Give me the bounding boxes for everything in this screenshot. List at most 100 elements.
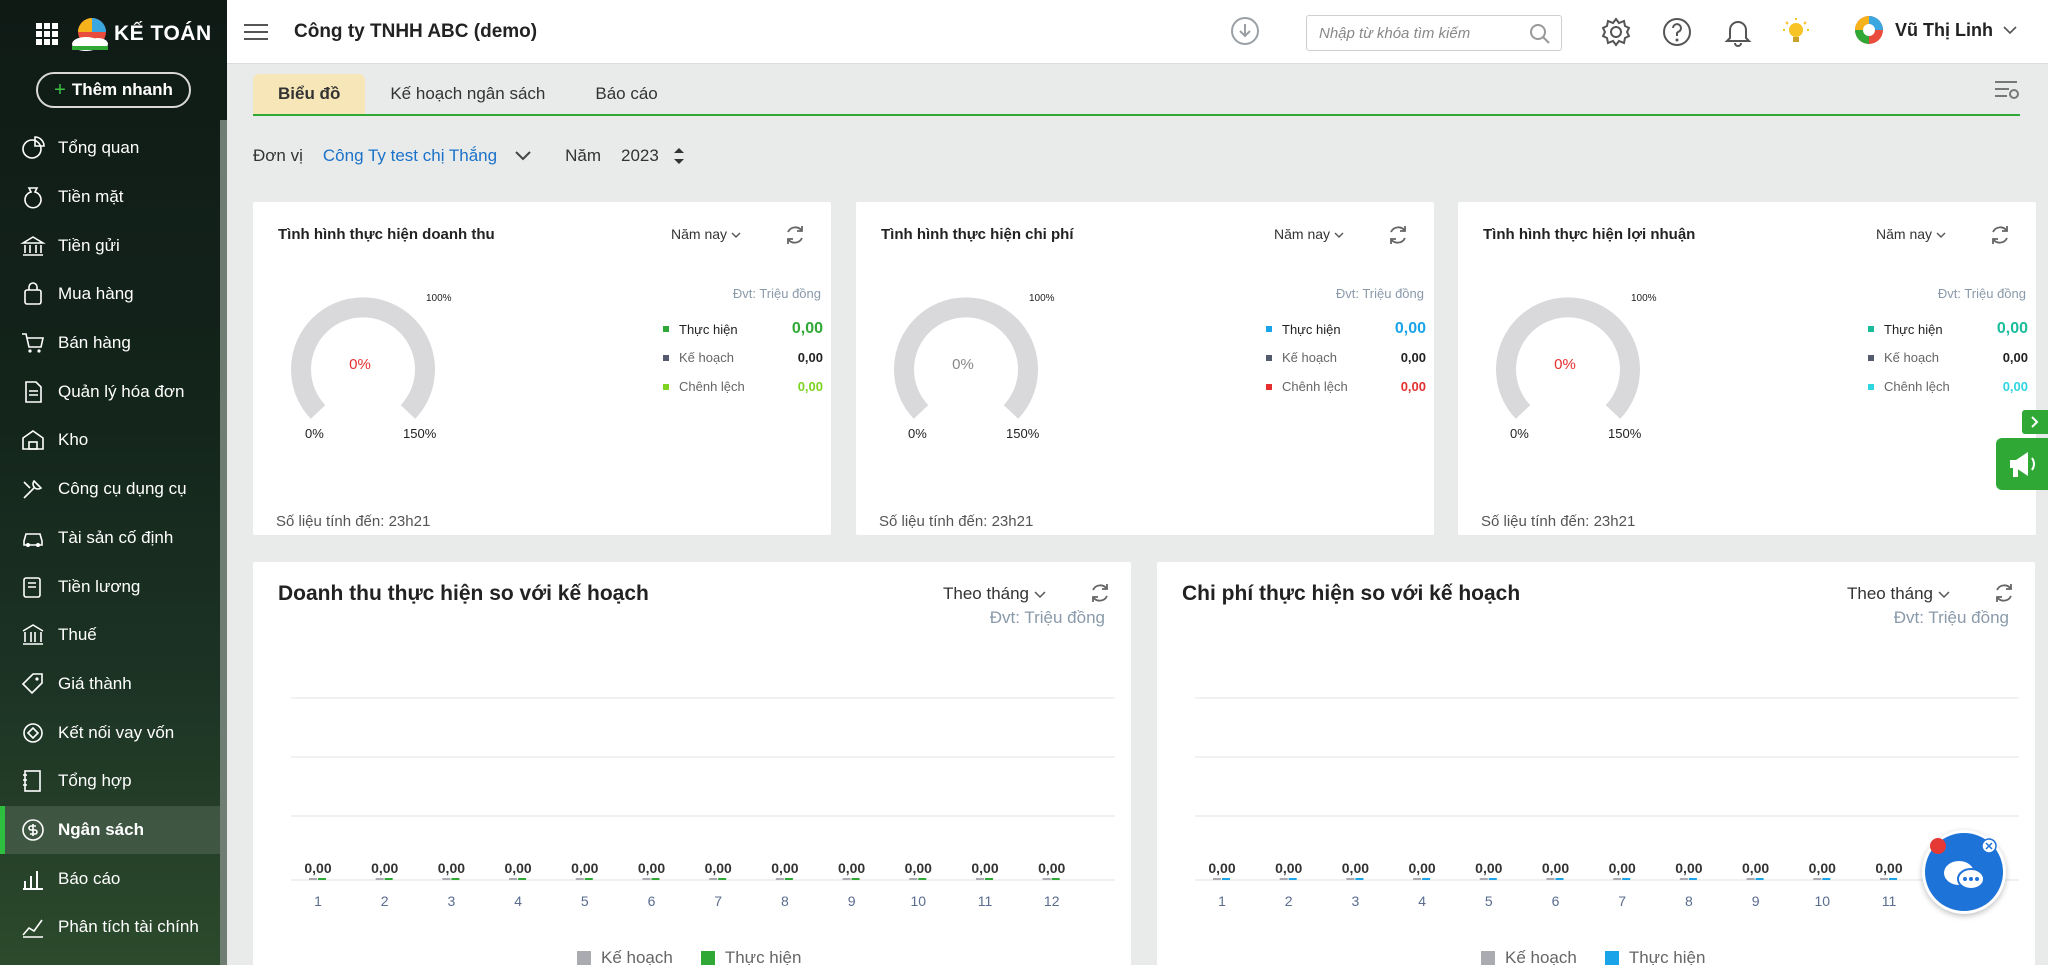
refresh-icon[interactable] [1385, 222, 1411, 248]
chevron-down-icon[interactable] [515, 151, 531, 161]
bar-ke-hoach[interactable] [709, 878, 718, 880]
bar-ke-hoach[interactable] [1042, 878, 1051, 880]
bar-ke-hoach[interactable] [1746, 878, 1755, 880]
refresh-icon[interactable] [1087, 580, 1113, 606]
bar-ke-hoach[interactable] [375, 878, 384, 880]
sidebar-item-6[interactable]: Quản lý hóa đơn [0, 367, 220, 416]
company-name[interactable]: Công ty TNHH ABC (demo) [294, 20, 538, 42]
bar-thuc-hien[interactable] [1051, 878, 1060, 880]
bar-thuc-hien[interactable] [651, 878, 660, 880]
bar-ke-hoach[interactable] [1813, 878, 1822, 880]
bar-thuc-hien[interactable] [1355, 878, 1364, 880]
bar-ke-hoach[interactable] [309, 878, 317, 880]
refresh-icon[interactable] [1991, 580, 2017, 606]
bar-thuc-hien[interactable] [1889, 878, 1897, 880]
sidebar-item-9[interactable]: Tài sản cố định [0, 514, 220, 563]
period-select[interactable]: Năm nay [1876, 226, 1946, 242]
search-input[interactable]: Nhập từ khóa tìm kiếm [1306, 15, 1562, 51]
bar-ke-hoach[interactable] [1479, 878, 1488, 880]
bar-thuc-hien[interactable] [1222, 878, 1230, 880]
sidebar-scrollbar[interactable] [220, 120, 227, 965]
bar-ke-hoach[interactable] [842, 878, 851, 880]
bar-thuc-hien[interactable] [1488, 878, 1497, 880]
bar-thuc-hien[interactable] [784, 878, 793, 880]
bar-ke-hoach[interactable] [1413, 878, 1422, 880]
bar-thuc-hien[interactable] [584, 878, 593, 880]
sidebar-item-17[interactable]: Phân tích tài chính [0, 903, 220, 952]
period-select[interactable]: Năm nay [1274, 226, 1344, 242]
sidebar-item-5[interactable]: Bán hàng [0, 319, 220, 368]
apps-grid-icon[interactable] [36, 23, 58, 45]
bar-thuc-hien[interactable] [851, 878, 860, 880]
announcement-button[interactable] [1996, 438, 2048, 490]
period-select[interactable]: Theo tháng [943, 584, 1046, 604]
bar-thuc-hien[interactable] [384, 878, 393, 880]
customize-layout-icon[interactable] [1993, 78, 2021, 102]
bar-ke-hoach[interactable] [1346, 878, 1355, 880]
bar-thuc-hien[interactable] [1822, 878, 1831, 880]
bar-ke-hoach[interactable] [509, 878, 518, 880]
tab-bieu-do[interactable]: Biểu đồ [253, 74, 366, 114]
sidebar-item-7[interactable]: Kho [0, 416, 220, 465]
bar-thuc-hien[interactable] [1422, 878, 1431, 880]
tab-ke-hoach-ngan-sach[interactable]: Kế hoạch ngân sách [390, 84, 546, 103]
quick-add-button[interactable]: + Thêm nhanh [36, 72, 191, 108]
bar-ke-hoach[interactable] [775, 878, 784, 880]
bar-ke-hoach[interactable] [1679, 878, 1688, 880]
bar-thuc-hien[interactable] [985, 878, 993, 880]
bar-thuc-hien[interactable] [451, 878, 460, 880]
bar-ke-hoach[interactable] [1279, 878, 1288, 880]
bar-thuc-hien[interactable] [918, 878, 927, 880]
sidebar-item-12[interactable]: Giá thành [0, 660, 220, 709]
sidebar-item-13[interactable]: Kết nối vay vốn [0, 708, 220, 757]
bar-ke-hoach[interactable] [575, 878, 584, 880]
bar-ke-hoach[interactable] [442, 878, 451, 880]
bar-ke-hoach[interactable] [1546, 878, 1555, 880]
chat-support-button[interactable] [1922, 830, 2006, 914]
menu-toggle-icon[interactable] [244, 23, 268, 40]
sidebar-item-2[interactable]: Tiền mặt [0, 173, 220, 222]
sidebar-item-10[interactable]: Tiền lương [0, 562, 220, 611]
download-icon[interactable] [1230, 16, 1260, 46]
sidebar-item-label: Tổng quan [58, 138, 140, 158]
expand-panel-button[interactable] [2022, 410, 2048, 434]
user-menu[interactable]: Vũ Thị Linh [1853, 14, 2017, 46]
year-input[interactable]: 2023 [621, 146, 659, 165]
period-select[interactable]: Năm nay [671, 226, 741, 242]
sidebar-item-3[interactable]: Tiền gửi [0, 221, 220, 270]
bar-thuc-hien[interactable] [318, 878, 326, 880]
sidebar-item-14[interactable]: Tổng hợp [0, 757, 220, 806]
help-icon[interactable] [1661, 16, 1693, 48]
lightbulb-icon[interactable] [1780, 16, 1812, 48]
caret-down-icon[interactable] [673, 158, 685, 165]
sidebar-item-8[interactable]: Công cụ dụng cụ [0, 465, 220, 514]
search-icon[interactable] [1529, 23, 1551, 45]
bar-ke-hoach[interactable] [1213, 878, 1221, 880]
year-stepper[interactable] [673, 147, 685, 165]
period-select[interactable]: Theo tháng [1847, 584, 1950, 604]
sidebar-item-15[interactable]: Ngân sách [0, 805, 220, 855]
notification-bell-icon[interactable] [1722, 16, 1754, 48]
sidebar-item-16[interactable]: Báo cáo [0, 854, 220, 903]
refresh-icon[interactable] [1987, 222, 2013, 248]
refresh-icon[interactable] [782, 222, 808, 248]
settings-gear-icon[interactable] [1600, 16, 1632, 48]
unit-select[interactable]: Công Ty test chị Thắng [322, 146, 498, 165]
caret-up-icon[interactable] [673, 147, 685, 154]
bar-thuc-hien[interactable] [1288, 878, 1297, 880]
sidebar-item-1[interactable]: Tổng quan [0, 124, 220, 173]
bar-thuc-hien[interactable] [1755, 878, 1764, 880]
bar-thuc-hien[interactable] [718, 878, 727, 880]
sidebar-item-11[interactable]: Thuế [0, 611, 220, 660]
bar-thuc-hien[interactable] [1688, 878, 1697, 880]
bar-thuc-hien[interactable] [1555, 878, 1564, 880]
bar-thuc-hien[interactable] [1622, 878, 1631, 880]
bar-ke-hoach[interactable] [1613, 878, 1622, 880]
bar-thuc-hien[interactable] [518, 878, 527, 880]
bar-ke-hoach[interactable] [909, 878, 918, 880]
bar-ke-hoach[interactable] [642, 878, 651, 880]
bar-ke-hoach[interactable] [976, 878, 984, 880]
tab-bao-cao[interactable]: Báo cáo [595, 84, 658, 103]
bar-ke-hoach[interactable] [1880, 878, 1888, 880]
sidebar-item-4[interactable]: Mua hàng [0, 270, 220, 319]
